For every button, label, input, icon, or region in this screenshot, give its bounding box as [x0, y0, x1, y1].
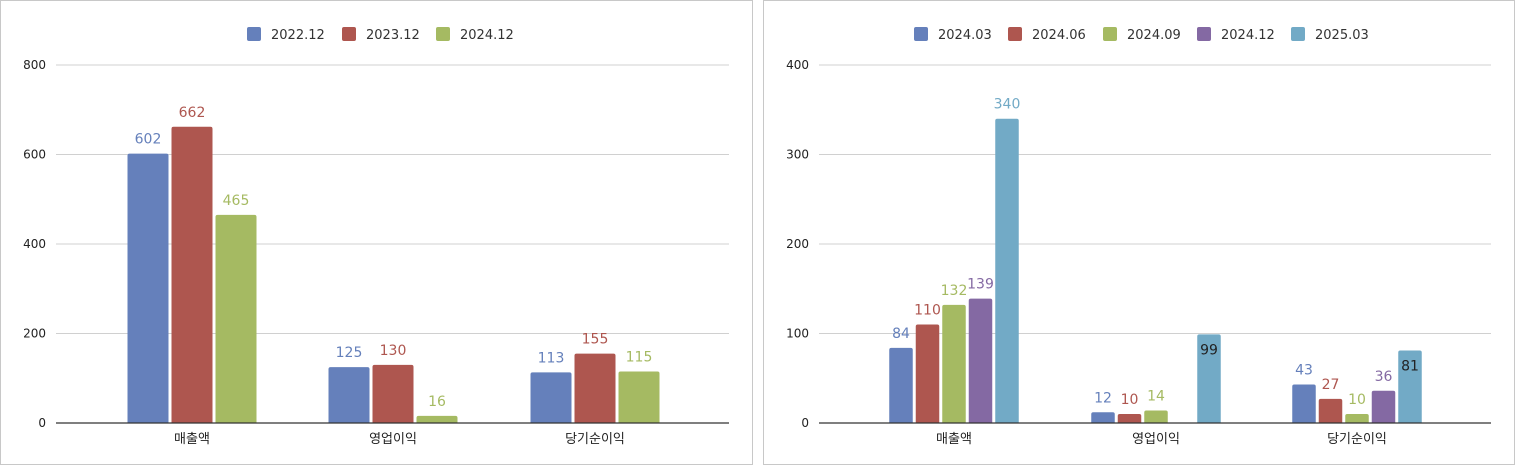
bar — [1197, 334, 1221, 423]
legend-label: 2024.03 — [938, 28, 992, 43]
legend-label: 2024.12 — [1221, 28, 1275, 43]
bar — [1345, 414, 1369, 423]
bar — [889, 347, 913, 423]
data-label: 113 — [538, 350, 565, 366]
data-label: 43 — [1295, 363, 1313, 379]
bar — [1318, 398, 1343, 423]
data-label: 10 — [1348, 392, 1366, 408]
legend-swatch — [342, 27, 356, 41]
data-label: 81 — [1401, 359, 1419, 375]
data-label: 662 — [179, 105, 206, 121]
chart-panel-right: 0 100 200 300 400 2024.03 2024.06 2024.09 2024.1… — [763, 0, 1515, 465]
data-label: 10 — [1121, 392, 1139, 408]
data-label: 27 — [1322, 377, 1340, 393]
data-label: 139 — [967, 277, 994, 293]
bar — [416, 415, 458, 423]
bar — [618, 371, 660, 423]
legend-swatch — [1103, 27, 1117, 41]
y-tick-label: 200 — [786, 237, 809, 251]
data-label: 132 — [941, 283, 968, 299]
legend-swatch — [914, 27, 928, 41]
data-label: 340 — [994, 97, 1021, 113]
y-tick-label: 100 — [786, 327, 809, 341]
bar — [995, 118, 1019, 423]
chart-svg-right: 0 100 200 300 400 2024.03 2024.06 2024.09 2024.1… — [786, 27, 1491, 447]
chart-svg-left: 0 200 400 600 800 2022.12 2023.12 2024.12 602 662… — [23, 27, 729, 447]
data-label: 125 — [336, 345, 363, 361]
y-tick-label: 400 — [786, 58, 809, 72]
legend-label: 2023.12 — [366, 28, 420, 43]
y-tick-label: 600 — [23, 148, 46, 162]
bar — [1117, 414, 1142, 423]
bar — [530, 372, 572, 423]
data-label: 16 — [428, 394, 446, 410]
y-tick-label: 200 — [23, 327, 46, 341]
data-label: 36 — [1375, 369, 1393, 385]
bar — [574, 353, 616, 423]
y-tick-label: 0 — [38, 416, 46, 430]
data-label: 130 — [380, 343, 407, 359]
bar — [968, 298, 993, 423]
bar — [372, 364, 414, 423]
data-label: 115 — [626, 350, 653, 366]
bar — [1091, 412, 1115, 423]
data-label: 12 — [1094, 390, 1112, 406]
bar — [1398, 350, 1422, 423]
legend-swatch — [1197, 27, 1211, 41]
bar — [1144, 410, 1168, 423]
data-label: 84 — [892, 326, 910, 342]
bar — [915, 324, 940, 423]
legend-label: 2024.12 — [460, 28, 514, 43]
data-label: 602 — [135, 132, 162, 148]
data-label: 110 — [914, 303, 941, 319]
chart-panel-left: 0 200 400 600 800 2022.12 2023.12 2024.12 602 662… — [0, 0, 753, 465]
y-tick-label: 400 — [23, 237, 46, 251]
y-tick-label: 800 — [23, 58, 46, 72]
y-tick-label: 0 — [801, 416, 809, 430]
category-label: 당기순이익 — [1327, 432, 1387, 447]
bar — [942, 304, 966, 423]
y-tick-label: 300 — [786, 148, 809, 162]
legend-label: 2024.06 — [1032, 28, 1086, 43]
data-label: 14 — [1147, 388, 1165, 404]
panel-gap — [753, 0, 763, 465]
legend-swatch — [436, 27, 450, 41]
category-label: 영업이익 — [1132, 432, 1180, 447]
bar — [328, 367, 370, 423]
bar — [215, 214, 257, 423]
bar — [1371, 390, 1396, 423]
bar — [171, 126, 213, 423]
data-label: 155 — [582, 332, 609, 348]
data-label: 465 — [223, 193, 250, 209]
legend-swatch — [1291, 27, 1305, 41]
category-label: 매출액 — [936, 432, 972, 447]
data-label: 99 — [1200, 342, 1218, 358]
legend-swatch — [247, 27, 261, 41]
legend-swatch — [1008, 27, 1022, 41]
legend-label: 2022.12 — [271, 28, 325, 43]
category-label: 당기순이익 — [565, 432, 625, 447]
category-label: 매출액 — [174, 432, 210, 447]
legend-label: 2024.09 — [1127, 28, 1181, 43]
bar — [1292, 384, 1316, 423]
bar — [127, 153, 169, 424]
category-label: 영업이익 — [369, 432, 417, 447]
legend-label: 2025.03 — [1315, 28, 1369, 43]
